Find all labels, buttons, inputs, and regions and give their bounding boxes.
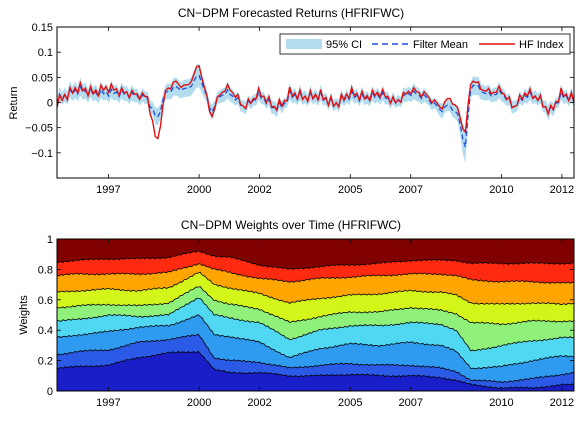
hf-index-line <box>57 65 574 140</box>
x-tick-label: 2010 <box>489 184 513 196</box>
y-tick-label: 0.4 <box>38 325 53 337</box>
x-tick-label: 2005 <box>338 397 362 409</box>
y-tick-label: 1 <box>47 234 53 246</box>
weight-boundary-line <box>57 297 574 352</box>
weights-plot-frame <box>56 238 575 392</box>
weights-chart-title: CN−DPM Weights over Time (HFRIFWC) <box>181 218 401 232</box>
x-tick-label: 2002 <box>247 397 271 409</box>
returns-chart-title: CN−DPM Forecasted Returns (HFRIFWC) <box>178 6 404 20</box>
legend-box <box>279 33 571 55</box>
x-tick-label: 2010 <box>489 397 513 409</box>
legend-hf-index-label: HF Index <box>519 39 564 51</box>
weight-boundary-line <box>57 350 574 390</box>
weight-band-9 <box>57 239 574 270</box>
weight-boundary-line <box>57 314 574 370</box>
y-tick-label: 0.15 <box>32 22 53 34</box>
y-tick-label: 0.1 <box>38 47 53 59</box>
x-tick-label: 2012 <box>550 184 574 196</box>
y-tick-label: 0.05 <box>32 72 53 84</box>
y-tick-label: 0 <box>47 386 53 398</box>
x-tick-label: 2002 <box>247 184 271 196</box>
x-tick-label: 2007 <box>398 184 422 196</box>
y-tick-label: −0.1 <box>31 148 53 160</box>
legend-ci-swatch <box>286 39 322 49</box>
weight-band-2 <box>57 334 574 389</box>
y-tick-label: −0.05 <box>25 123 53 135</box>
x-tick-label: 2012 <box>550 397 574 409</box>
y-tick-label: 0 <box>47 98 53 110</box>
legend-filter-mean-label: Filter Mean <box>413 39 468 51</box>
returns-legend: 95% CI Filter Mean HF Index <box>279 33 571 55</box>
y-tick-label: 0.6 <box>38 295 53 307</box>
weight-band-4 <box>57 298 574 370</box>
x-tick-label: 2005 <box>338 184 362 196</box>
x-tick-label: 1997 <box>96 397 120 409</box>
x-tick-label: 1997 <box>96 184 120 196</box>
weight-band-7 <box>57 263 574 305</box>
y-tick-label: 0.2 <box>38 356 53 368</box>
filter-mean-line <box>57 74 574 148</box>
weight-boundary-line <box>57 333 574 384</box>
ci-band <box>57 63 574 164</box>
weight-boundary-line <box>57 271 574 306</box>
x-tick-label: 2000 <box>187 397 211 409</box>
x-tick-label: 2007 <box>398 397 422 409</box>
weights-chart: CN−DPM Weights over Time (HFRIFWC) Weigh… <box>18 218 575 409</box>
weight-boundary-line <box>57 250 574 270</box>
weights-y-axis-label: Weights <box>18 295 30 335</box>
y-tick-label: 0.8 <box>38 264 53 276</box>
weight-boundary-line <box>57 286 574 326</box>
weight-boundary-line <box>57 263 574 284</box>
weight-band-1 <box>57 351 574 391</box>
x-tick-label: 2000 <box>187 184 211 196</box>
returns-y-axis-label: Return <box>8 86 20 119</box>
legend-ci-label: 95% CI <box>326 39 362 51</box>
weight-band-6 <box>57 272 574 325</box>
returns-chart: CN−DPM Forecasted Returns (HFRIFWC) Retu… <box>8 6 575 196</box>
weight-band-3 <box>57 314 574 383</box>
